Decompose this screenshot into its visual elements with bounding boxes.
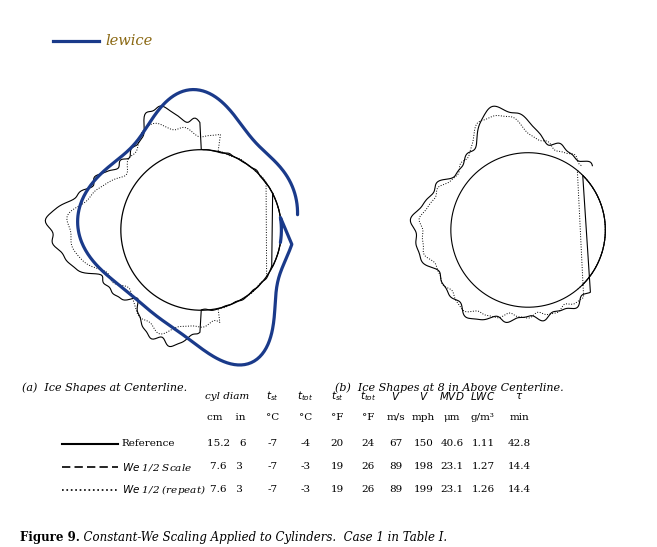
Text: cm    in: cm in [208, 413, 246, 422]
Text: lewice: lewice [105, 34, 152, 48]
Text: μm: μm [443, 413, 461, 422]
Text: 19: 19 [330, 485, 344, 494]
Text: 20: 20 [330, 439, 344, 448]
Text: $We$ 1/2 Scale: $We$ 1/2 Scale [122, 461, 192, 473]
Text: 89: 89 [390, 485, 403, 494]
Text: $t_{st}$: $t_{st}$ [266, 389, 279, 403]
Text: $V$: $V$ [419, 390, 428, 402]
Text: 23.1: 23.1 [440, 485, 464, 494]
Text: 7.6   3: 7.6 3 [210, 485, 243, 494]
Text: 67: 67 [390, 439, 403, 448]
Text: $We$ 1/2 (repeat): $We$ 1/2 (repeat) [122, 482, 206, 497]
Text: (b)  Ice Shapes at 8 in Above Centerline.: (b) Ice Shapes at 8 in Above Centerline. [335, 383, 564, 393]
Text: $t_{tot}$: $t_{tot}$ [360, 389, 376, 403]
Text: 23.1: 23.1 [440, 462, 464, 471]
Text: 150: 150 [414, 439, 434, 448]
Text: 7.6   3: 7.6 3 [210, 462, 243, 471]
Text: °C: °C [299, 413, 312, 422]
Text: -7: -7 [267, 462, 278, 471]
Text: °C: °C [266, 413, 279, 422]
Text: 40.6: 40.6 [440, 439, 464, 448]
Text: cyl diam: cyl diam [204, 392, 249, 400]
Text: mph: mph [412, 413, 436, 422]
Text: $V$: $V$ [392, 390, 401, 402]
Text: -7: -7 [267, 485, 278, 494]
Text: $MVD$: $MVD$ [440, 390, 464, 402]
Text: g/m³: g/m³ [471, 413, 495, 422]
Text: °F: °F [362, 413, 374, 422]
Text: -4: -4 [300, 439, 311, 448]
Text: Constant-We Scaling Applied to Cylinders.  Case 1 in Table I.: Constant-We Scaling Applied to Cylinders… [76, 531, 447, 544]
Text: 1.26: 1.26 [471, 485, 495, 494]
Text: $t_{tot}$: $t_{tot}$ [298, 389, 313, 403]
Text: -3: -3 [300, 462, 311, 471]
Text: 14.4: 14.4 [507, 485, 531, 494]
Text: 199: 199 [414, 485, 434, 494]
Text: 42.8: 42.8 [507, 439, 531, 448]
Text: 1.11: 1.11 [471, 439, 495, 448]
Text: 198: 198 [414, 462, 434, 471]
Text: -7: -7 [267, 439, 278, 448]
Text: $\tau$: $\tau$ [515, 391, 523, 401]
Text: 24: 24 [361, 439, 374, 448]
Text: m/s: m/s [387, 413, 405, 422]
Text: 1.27: 1.27 [471, 462, 495, 471]
Text: (a)  Ice Shapes at Centerline.: (a) Ice Shapes at Centerline. [22, 383, 187, 393]
Text: 19: 19 [330, 462, 344, 471]
Text: 26: 26 [361, 485, 374, 494]
Text: 89: 89 [390, 462, 403, 471]
Text: min: min [509, 413, 529, 422]
Text: -3: -3 [300, 485, 311, 494]
Text: Reference: Reference [122, 439, 175, 448]
Text: 15.2   6: 15.2 6 [207, 439, 246, 448]
Text: 26: 26 [361, 462, 374, 471]
Text: 14.4: 14.4 [507, 462, 531, 471]
Text: $LWC$: $LWC$ [470, 390, 495, 402]
Text: °F: °F [331, 413, 343, 422]
Text: $t_{st}$: $t_{st}$ [330, 389, 344, 403]
Text: Figure 9.: Figure 9. [20, 531, 79, 544]
